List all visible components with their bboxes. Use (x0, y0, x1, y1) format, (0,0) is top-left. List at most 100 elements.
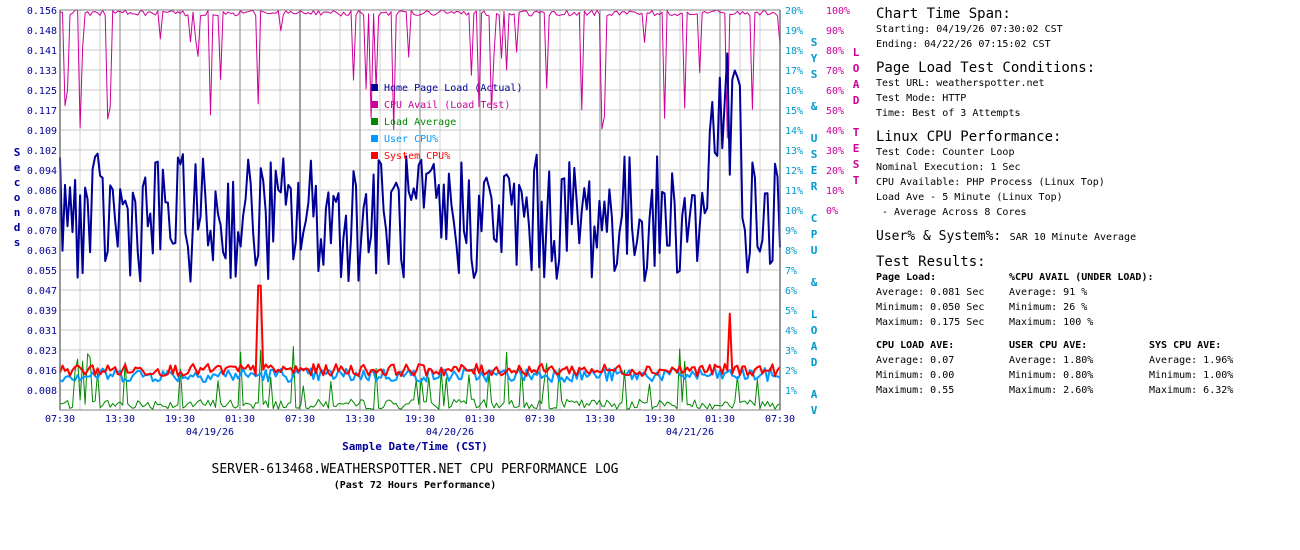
y-left-tick-label: 0.125 (27, 86, 57, 97)
y-right2-tick-label: 80% (826, 46, 844, 57)
y-left-tick-label: 0.016 (27, 366, 57, 377)
axis-title-letter: S (811, 148, 818, 161)
y-left-tick-label: 0.109 (27, 126, 57, 137)
y-left-tick-label: 0.078 (27, 206, 57, 217)
sys-head: SYS CPU AVE: (1149, 340, 1222, 351)
sys-min: Minimum: 1.00% (1149, 370, 1234, 381)
axis-title-letter: L (811, 308, 818, 321)
y-left-tick-label: 0.039 (27, 306, 57, 317)
axis-title-letter: D (811, 356, 818, 369)
user-min: Minimum: 0.80% (1009, 370, 1094, 381)
axis-title-letter: U (811, 132, 818, 145)
y-right2-tick-label: 50% (826, 106, 844, 117)
sys-results: SYS CPU AVE: Average: 1.96% Minimum: 1.0… (1149, 338, 1282, 398)
y-left-tick-label: 0.063 (27, 246, 57, 257)
cpu-avail-avg: Average: 91 % (1009, 287, 1088, 298)
y-right2-tick-label: 40% (826, 126, 844, 137)
x-tick-label: 19:30 (405, 414, 435, 425)
info-panel: Chart Time Span: Starting: 04/19/26 07:3… (876, 6, 1296, 398)
axis-title-letter: U (811, 244, 818, 257)
test-mode: Test Mode: HTTP (876, 93, 967, 104)
sys-avg: Average: 1.96% (1149, 355, 1234, 366)
x-tick-label: 01:30 (705, 414, 735, 425)
sys-max: Maximum: 6.32% (1149, 385, 1234, 396)
user-system-desc: SAR 10 Minute Average (1009, 232, 1137, 243)
span-title: Chart Time Span: (876, 6, 1011, 22)
cpu-avail-results: %CPU AVAIL (UNDER LOAD): Average: 91 % M… (1009, 270, 1209, 330)
axis-title-letter: P (811, 228, 818, 241)
axis-title-letter: & (811, 276, 818, 289)
axis-title-letter: S (14, 146, 21, 159)
user-max: Maximum: 2.60% (1009, 385, 1094, 396)
x-tick-label: 01:30 (465, 414, 495, 425)
legend-swatch (371, 135, 378, 142)
load-ave-desc: Load Ave - 5 Minute (Linux Top) (876, 192, 1063, 203)
user-system-row: User% & System%: SAR 10 Minute Average (876, 228, 1296, 246)
span-ending: Ending: 04/22/26 07:15:02 CST (876, 39, 1051, 50)
y-left-tick-label: 0.031 (27, 326, 57, 337)
axis-title-letter: A (853, 78, 860, 91)
user-head: USER CPU AVE: (1009, 340, 1088, 351)
y-right1-tick-label: 2% (785, 366, 797, 377)
test-time: Time: Best of 3 Attempts (876, 108, 1021, 119)
load-max: Maximum: 0.55 (876, 385, 955, 396)
y-left-tick-label: 0.023 (27, 346, 57, 357)
load-min: Minimum: 0.00 (876, 370, 955, 381)
y-left-tick-label: 0.086 (27, 186, 57, 197)
x-tick-label: 13:30 (585, 414, 615, 425)
y-right1-tick-label: 5% (785, 306, 797, 317)
axis-title-letter: D (853, 94, 860, 107)
legend-label: CPU Avail (Load Test) (384, 100, 510, 111)
y-right2-tick-label: 30% (826, 146, 844, 157)
x-tick-label: 07:30 (765, 414, 795, 425)
x-tick-label: 07:30 (45, 414, 75, 425)
axis-title-letter: S (811, 68, 818, 81)
y-left-tick-label: 0.094 (27, 166, 57, 177)
y-right1-tick-label: 3% (785, 346, 797, 357)
average-cores: - Average Across 8 Cores (876, 207, 1027, 218)
legend-swatch (371, 152, 378, 159)
y-right2-tick-label: 20% (826, 166, 844, 177)
results-row-1: Page Load: Average: 0.081 Sec Minimum: 0… (876, 270, 1296, 330)
y-right1-tick-label: 13% (785, 146, 803, 157)
legend-label: Load Average (384, 117, 456, 128)
cpu-available: CPU Available: PHP Process (Linux Top) (876, 177, 1105, 188)
test-code: Test Code: Counter Loop (876, 147, 1015, 158)
page-load-head: Page Load: (876, 272, 937, 283)
y-left-tick-label: 0.070 (27, 226, 57, 237)
y-right1-tick-label: 12% (785, 166, 803, 177)
x-tick-label: 19:30 (645, 414, 675, 425)
chart-title: SERVER-613468.WEATHERSPOTTER.NET CPU PER… (211, 462, 619, 477)
x-tick-label: 07:30 (525, 414, 555, 425)
page-load-results: Page Load: Average: 0.081 Sec Minimum: 0… (876, 270, 1009, 330)
test-url: Test URL: weatherspotter.net (876, 78, 1045, 89)
legend-swatch (371, 118, 378, 125)
load-results: CPU LOAD AVE: Average: 0.07 Minimum: 0.0… (876, 338, 1009, 398)
y-left-tick-label: 0.117 (27, 106, 57, 117)
legend-swatch (371, 101, 378, 108)
x-tick-label: 07:30 (285, 414, 315, 425)
axis-title-letter: V (811, 404, 818, 417)
cpu-avail-min: Minimum: 26 % (1009, 302, 1088, 313)
load-head: CPU LOAD AVE: (876, 340, 955, 351)
axis-title-letter: O (853, 62, 860, 75)
axis-title-letter: A (811, 340, 818, 353)
axis-title-letter: R (811, 180, 818, 193)
y-right1-tick-label: 18% (785, 46, 803, 57)
y-right1-tick-label: 15% (785, 106, 803, 117)
plot-frame (59, 9, 781, 411)
y-right1-tick-label: 11% (785, 186, 803, 197)
page-load-max: Maximum: 0.175 Sec (876, 317, 985, 328)
y-right2-tick-label: 0% (826, 206, 838, 217)
results-title: Test Results: (876, 254, 986, 270)
y-right1-tick-label: 10% (785, 206, 803, 217)
y-left-tick-label: 0.102 (27, 146, 57, 157)
y-right2-tick-label: 10% (826, 186, 844, 197)
axis-title-letter: C (811, 212, 818, 225)
series-page-load (59, 52, 781, 283)
x-date-label: 04/19/26 (186, 427, 234, 438)
y-right1-tick-label: 7% (785, 266, 797, 277)
